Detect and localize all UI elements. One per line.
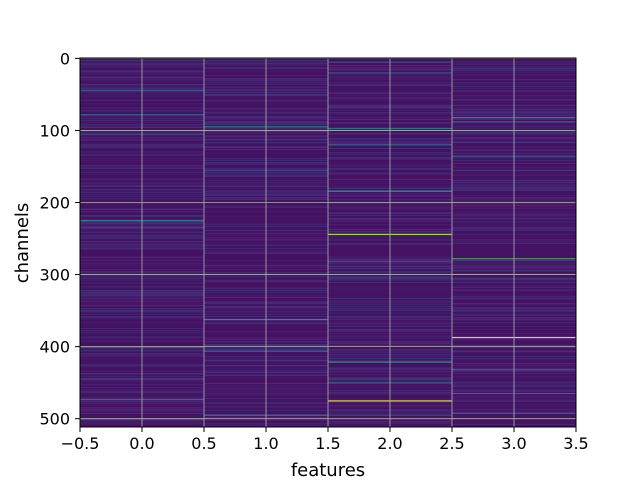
x-tick-label: 1.0 (253, 434, 278, 453)
y-tick-label: 300 (39, 266, 70, 285)
y-tick-label: 100 (39, 121, 70, 140)
x-tick-label: −0.5 (61, 434, 100, 453)
x-tick-label: 2.5 (439, 434, 464, 453)
x-tick-label: 0.5 (191, 434, 216, 453)
x-tick-label: 3.0 (501, 434, 526, 453)
y-axis-ticks: 0 100 200 300 400 500 (39, 49, 80, 429)
x-axis-label: features (291, 460, 365, 480)
x-tick-label: 1.5 (315, 434, 340, 453)
y-axis-label: channels (12, 203, 33, 284)
y-tick-label: 0 (60, 49, 70, 68)
x-tick-label: 3.5 (563, 434, 588, 453)
x-tick-label: 2.0 (377, 434, 402, 453)
y-tick-label: 200 (39, 194, 70, 213)
x-axis-ticks: −0.5 0.0 0.5 1.0 1.5 2.0 2.5 3.0 3.5 (61, 427, 589, 453)
x-tick-label: 0.0 (129, 434, 154, 453)
y-tick-label: 400 (39, 338, 70, 357)
y-tick-label: 500 (39, 410, 70, 429)
